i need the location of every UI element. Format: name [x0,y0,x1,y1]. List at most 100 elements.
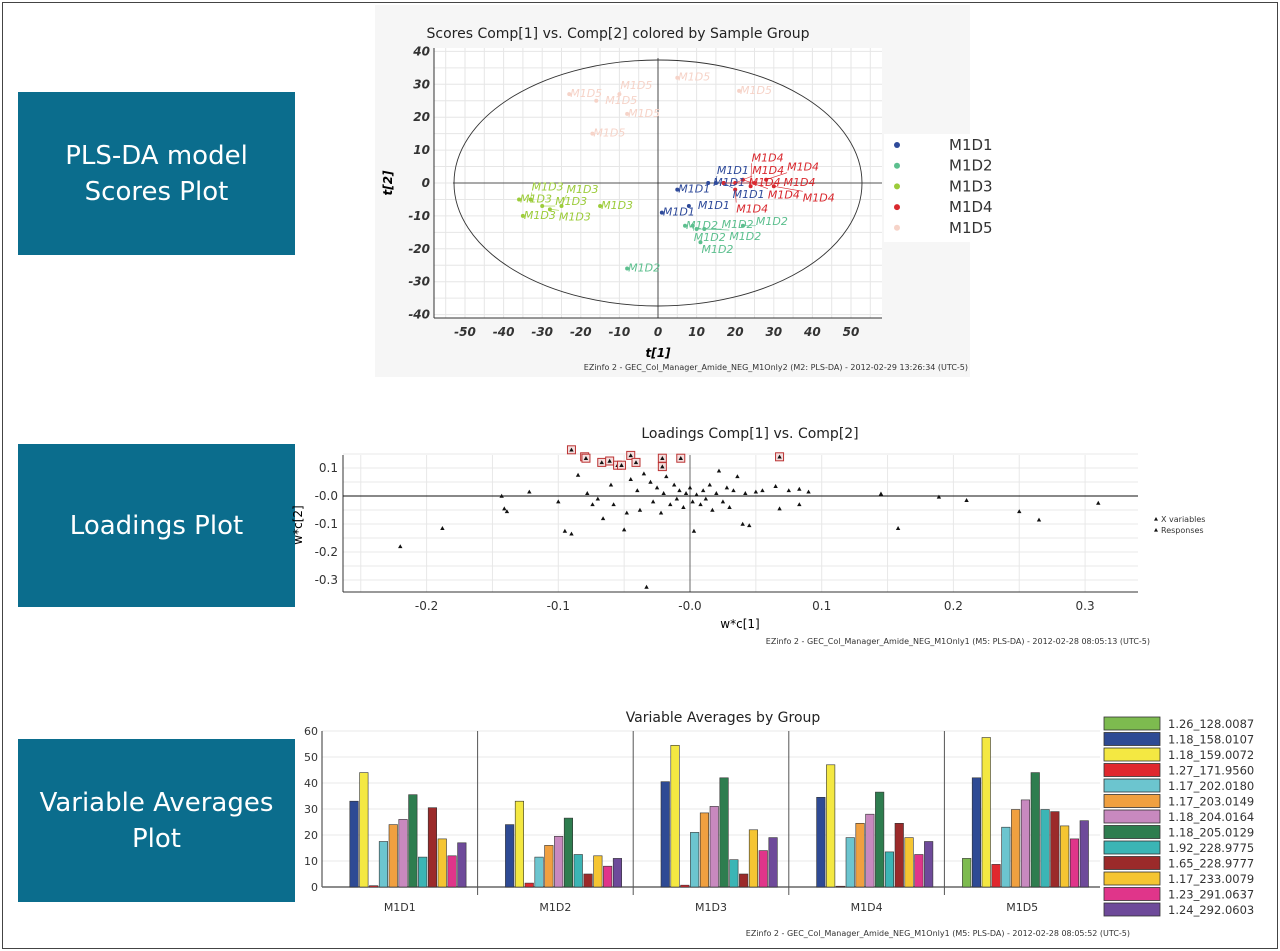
score-point-label: M1D3 [520,192,552,205]
loading-point [710,507,715,512]
loading-point [585,491,590,495]
loading-point [502,506,507,511]
score-label-leader [750,163,752,187]
bar-1.17_233.0079 [593,855,603,888]
bar-1.27_171.9560 [680,884,690,888]
loading-point [671,482,677,487]
score-point-label: M1D2 [701,243,733,256]
score-point-label: M1D5 [620,79,652,92]
bar-1.24_292.0603 [457,842,467,888]
score-point-m1d2 [683,223,688,228]
bar-1.18_158.0107 [971,777,982,888]
loading-point [777,506,782,511]
bar-1.18_159.0072 [981,737,991,888]
bar-1.26_128.0087 [962,858,972,888]
loadings-legend-marker [1154,528,1158,532]
score-point-label: M1D2 [686,219,718,232]
loading-point [964,498,969,502]
bars-legend-label: 1.18_204.0164 [1168,810,1254,824]
loading-point [556,499,561,504]
loading-point [740,521,745,526]
highlighted-loading-point [777,454,782,459]
scores-y-tick: 0 [422,176,430,190]
bar-1.23_291.0637 [914,854,924,888]
bar-1.17_203.0149 [699,812,710,888]
highlighted-loading-point [607,458,612,463]
loading-point [720,499,726,504]
score-label-leader [619,91,621,95]
bar-1.24_292.0603 [924,841,934,888]
bar-1.92_228.9775 [729,859,739,888]
loading-point [668,502,673,507]
group-label: M1D4 [851,901,883,914]
score-point-m1d2 [625,266,630,271]
loading-point [499,493,504,498]
loading-point [661,491,666,495]
loading-point [698,502,703,507]
bars-legend-swatch [1103,778,1161,793]
loadings-title: Loadings Comp[1] vs. Comp[2] [641,426,858,442]
legend-marker-m1d3 [894,183,900,190]
loading-point [691,528,697,533]
scores-x-tick: -20 [570,325,592,339]
bar-1.17_202.0180 [845,837,855,888]
legend-marker-m1d4 [894,204,900,211]
score-point-label: M1D1 [663,206,695,219]
bar-1.18_204.0164 [1020,799,1031,888]
bars-legend-label: 1.18_159.0072 [1168,748,1254,762]
score-point-label: M1D4 [749,176,781,189]
scores-x-tick: -40 [493,325,515,339]
loading-point [677,488,682,493]
bar-1.27_171.9560 [369,885,379,888]
scores-y-tick: -30 [408,275,430,289]
bar-1.18_159.0072 [826,764,836,888]
scores-y-tick: 20 [413,110,430,124]
bars-legend-swatch [1103,871,1161,886]
score-point-label: M1D1 [713,176,745,189]
scores-x-tick: 20 [727,325,744,339]
loading-point [1017,509,1022,514]
score-point-m1d3 [598,204,603,209]
scores-x-tick: -50 [454,325,476,339]
bars-title: Variable Averages by Group [626,710,821,726]
score-label-leader [715,175,718,184]
scores-x-tick: -10 [609,325,631,339]
score-label-leader [700,242,702,244]
loading-point [683,491,689,495]
bar-1.18_159.0072 [670,744,680,888]
score-point-m1d5 [675,75,680,80]
score-point-label: M1D2 [628,262,660,275]
legend-label: M1D1 [949,136,993,154]
bars-legend-swatch [1103,809,1161,824]
score-label-leader [549,209,559,211]
bar-1.65_228.9777 [894,822,904,888]
score-label-leader [734,189,737,203]
bar-1.18_158.0107 [505,824,515,888]
bar-1.17_233.0079 [437,838,447,888]
loading-point [724,485,730,490]
score-point-label: M1D2 [722,218,754,231]
loading-point [878,491,884,496]
bar-1.18_205.0129 [1030,772,1040,888]
score-label-leader [765,172,788,180]
bars-legend-swatch [1103,887,1161,901]
score-point-label: M1D3 [532,180,564,193]
bars-legend-label: 1.65_228.9777 [1168,857,1254,871]
bars-y-tick: 10 [304,855,318,868]
bar-1.17_203.0149 [388,824,398,888]
loading-point [687,485,693,490]
bar-1.17_233.0079 [904,837,914,888]
scores-x-tick: 40 [803,325,821,339]
score-point-label: M1D4 [768,189,800,202]
bar-1.17_202.0180 [534,856,544,888]
score-point-label: M1D4 [784,176,816,189]
legend-label: M1D4 [949,198,993,216]
bar-1.17_233.0079 [748,829,759,888]
bars-legend-swatch [1103,716,1161,731]
loading-point [595,496,601,501]
bars-legend-swatch [1103,763,1161,777]
score-point-label: M1D2 [729,230,761,243]
bar-1.17_203.0149 [855,822,865,888]
loadings-x-tick: 0.1 [812,599,831,613]
score-point-label: M1D5 [605,94,637,107]
